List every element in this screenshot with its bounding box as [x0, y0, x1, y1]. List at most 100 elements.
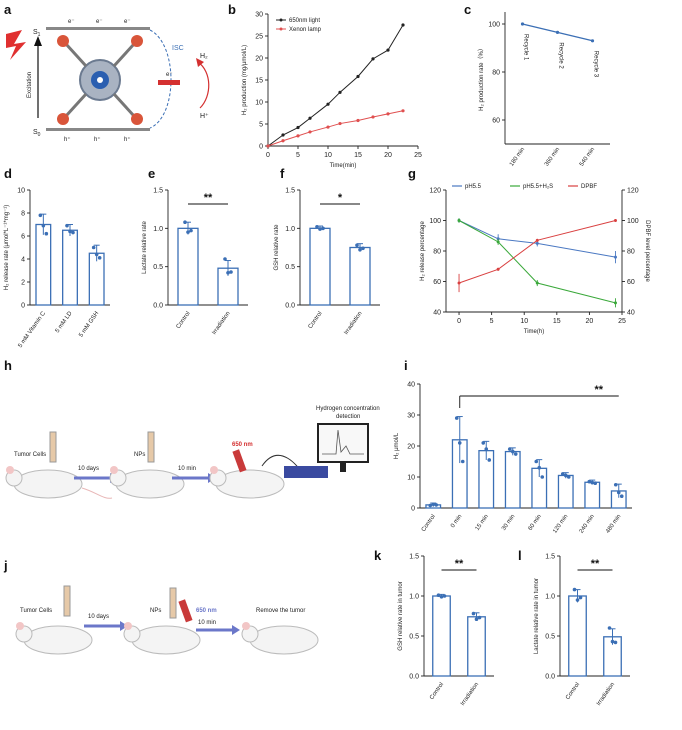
wavelength-label: 650 nm: [232, 442, 253, 448]
data-point: [555, 30, 560, 34]
legend-label: pH5.5+H₂S: [523, 184, 553, 190]
y-tick-label: 0.0: [545, 674, 555, 681]
data-point: [356, 74, 360, 79]
y-tick-label: 30: [255, 12, 263, 19]
x-tick-label: Control: [308, 311, 324, 330]
mouse-illustration: [5, 466, 113, 499]
x-tick-label: 30 min: [501, 514, 516, 532]
data-point: [613, 255, 617, 259]
electron-transfer-label: e⁻: [166, 72, 173, 78]
chart-l-lactate-tumor: 0.0 0.5 1.0 1.5 Lactate relative rate in tum…: [534, 554, 630, 707]
x-tick-label: Control: [565, 682, 581, 701]
data-point: [338, 90, 342, 94]
x-tick-label: 5 mM Vitamin C: [18, 310, 48, 349]
x-tick-label: Control: [429, 682, 445, 701]
bar: [349, 246, 371, 306]
y-tick-label: 20: [255, 56, 263, 63]
significance-marker: **: [455, 558, 464, 570]
y-axis-label-right: DPBF level percentage: [644, 220, 650, 282]
bar: [557, 474, 574, 509]
data-point: [386, 112, 390, 116]
chart-d-release-rate: 0 2 4 6 8 10 H₂ release rate (μmol*L⁻¹*mg⁻¹) 5 …: [4, 188, 110, 349]
series-line: [267, 24, 404, 147]
data-point: [534, 459, 539, 464]
data-point: [454, 416, 459, 420]
series-line: [267, 110, 404, 147]
data-point: [401, 109, 405, 113]
significance-marker: **: [594, 384, 603, 396]
data-point: [474, 617, 479, 621]
data-point: [326, 125, 330, 129]
data-point: [386, 48, 390, 52]
nps-label: NPs: [134, 452, 145, 458]
data-point: [356, 118, 360, 123]
data-point: [484, 447, 489, 451]
y-tick-label: 1.0: [153, 226, 163, 233]
y-tick-label: 1.0: [409, 594, 419, 601]
s1-band: [46, 27, 150, 30]
panel-label-a: a: [4, 2, 12, 17]
h2-arrowhead: [196, 58, 204, 67]
data-point: [371, 115, 375, 119]
data-point: [560, 472, 565, 476]
panel-label-b: b: [228, 2, 236, 17]
x-axis-label: Time(min): [330, 163, 357, 169]
data-point: [65, 223, 69, 228]
y-tick-label: 10: [407, 475, 415, 482]
mouse-illustration: [109, 466, 185, 499]
chromatogram-trace: [322, 429, 364, 455]
data-point: [97, 256, 102, 260]
x-tick-label: 0: [457, 318, 461, 325]
category-label: Recycle 3: [593, 51, 599, 78]
data-point: [38, 213, 43, 218]
legend-label: 650nm light: [289, 18, 320, 24]
data-point: [535, 241, 539, 245]
data-point: [281, 133, 285, 137]
y-tick-label: 40: [433, 310, 441, 317]
data-point: [520, 22, 525, 26]
syringe-icon: [49, 431, 57, 463]
laser-probe: [178, 599, 193, 623]
y-tick-label: 1.5: [409, 554, 419, 561]
h2-evolution-arrow: [197, 61, 210, 109]
data-point: [578, 595, 583, 600]
data-point: [308, 130, 312, 134]
data-point: [315, 225, 319, 229]
panel-h-workflow: Tumor Cells 10 days NPs 10 min 650 nm Hy…: [5, 406, 380, 499]
data-point: [91, 245, 96, 250]
y-axis-label: H₂ release percentage: [420, 220, 426, 280]
bar: [177, 227, 199, 306]
data-point: [321, 226, 325, 231]
panel-label-e: e: [148, 166, 155, 181]
y-tick-label: 120: [429, 188, 441, 195]
y-tick-label-right: 120: [627, 188, 639, 195]
x-axis-label: Time(h): [524, 329, 544, 335]
x-tick-label: Irradiation: [596, 682, 616, 707]
y-tick-label: 60: [433, 279, 441, 286]
chart-k-gsh-tumor: 0.0 0.5 1.0 1.5 GSH relative rate in tumor Co…: [398, 554, 494, 707]
y-tick-label: 1.5: [285, 188, 295, 195]
y-tick-label: 100: [429, 218, 441, 225]
data-point: [566, 475, 571, 479]
y-tick-label: 15: [255, 78, 263, 85]
data-point: [537, 465, 542, 470]
syringe-icon: [169, 587, 177, 619]
data-point: [610, 639, 615, 644]
x-tick-label: 5 mM LD: [55, 310, 74, 334]
y-tick-label: 1.5: [545, 554, 555, 561]
s0-label: S0: [33, 129, 41, 138]
data-point: [487, 458, 492, 462]
data-point: [338, 121, 342, 126]
h2-label: H₂: [200, 53, 208, 60]
legend-marker: [279, 27, 283, 31]
data-point: [186, 230, 190, 234]
x-tick-label: 15: [354, 152, 362, 159]
data-point: [507, 447, 512, 451]
data-point: [481, 441, 486, 445]
data-point: [41, 223, 46, 228]
x-tick-label: 25: [618, 318, 626, 325]
data-point: [607, 626, 612, 630]
data-point: [616, 490, 621, 495]
data-point: [457, 219, 461, 222]
y-tick-label: 80: [433, 249, 441, 256]
